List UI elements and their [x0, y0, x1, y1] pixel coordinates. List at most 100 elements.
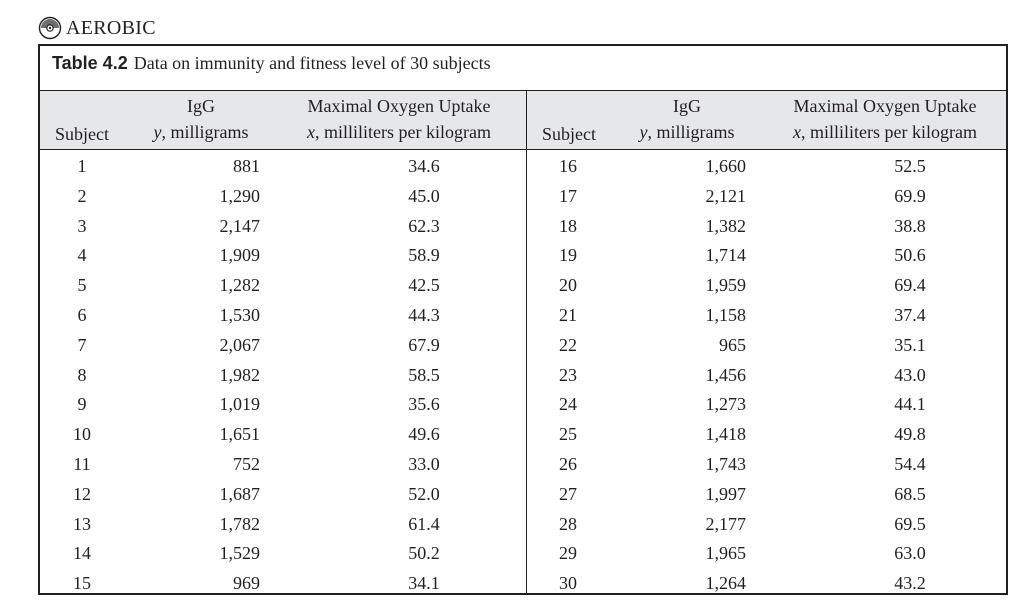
igg-cell: 1,158 [705, 305, 747, 325]
igg-cell: 1,273 [705, 394, 747, 415]
subject-cell: 21 [559, 305, 577, 325]
vo2-cell: 43.0 [894, 364, 926, 385]
igg-cell: 1,909 [219, 245, 261, 266]
vo2-cell: 44.3 [408, 305, 440, 325]
vo2-cell: 69.9 [894, 185, 926, 206]
igg-cell: 1,282 [219, 275, 261, 296]
vo2-cell: 61.4 [408, 513, 440, 534]
cd-disc-icon [38, 16, 62, 40]
dataset-header: AEROBIC [38, 14, 156, 42]
igg-cell: 1,997 [705, 483, 747, 504]
igg-cell: 1,019 [219, 394, 261, 415]
vo2-cell: 52.5 [894, 156, 926, 176]
header-igg-left: IgG y, milligrams [153, 96, 249, 142]
vo2-cell: 68.5 [894, 483, 926, 504]
subject-cell: 24 [559, 394, 577, 415]
igg-cell: 1,456 [705, 364, 747, 385]
vo2-cell: 62.3 [408, 215, 440, 236]
column-divider [526, 90, 527, 595]
subject-cell: 3 [77, 215, 87, 236]
vo2-cell: 49.6 [408, 424, 440, 445]
vo2-cell: 52.0 [408, 483, 440, 504]
vo2-cell: 44.1 [894, 394, 926, 415]
table-header: Subject IgG y, milligrams Maximal Oxygen… [40, 90, 1006, 150]
subject-cell: 20 [559, 275, 577, 296]
vo2-cell: 69.4 [894, 275, 926, 296]
igg-cell: 2,067 [219, 334, 261, 355]
igg-cell: 1,982 [219, 364, 261, 385]
igg-cell: 2,177 [705, 513, 747, 534]
vo2-cell: 42.5 [408, 275, 440, 296]
subject-cell: 18 [559, 215, 577, 236]
igg-cell: 1,418 [705, 424, 747, 445]
vo2-cell: 35.6 [408, 394, 440, 415]
igg-cell: 1,382 [705, 215, 747, 236]
vo2-cell: 54.4 [894, 454, 926, 474]
subject-cell: 19 [559, 245, 577, 266]
igg-cell: 1,965 [705, 543, 747, 564]
subject-cell: 25 [559, 424, 577, 445]
vo2-cell: 63.0 [894, 543, 926, 564]
data-table: Table 4.2 Data on immunity and fitness le… [38, 44, 1008, 595]
subject-cell: 4 [77, 245, 87, 266]
subject-cell: 10 [73, 424, 91, 445]
subject-cell: 12 [73, 483, 91, 504]
table-number: Table 4.2 [52, 53, 128, 73]
vo2-cell: 38.8 [894, 215, 926, 236]
subject-cell: 26 [559, 454, 577, 474]
subject-cell: 23 [559, 364, 577, 385]
subject-cell: 27 [559, 483, 577, 504]
subject-cell: 15 [73, 573, 91, 594]
subject-cell: 29 [559, 543, 577, 564]
subject-cell: 5 [77, 275, 87, 296]
vo2-cell: 58.9 [408, 245, 440, 266]
subject-cell: 22 [559, 334, 577, 355]
header-subject-right: Subject [542, 124, 596, 144]
igg-cell: 1,264 [705, 573, 747, 594]
igg-cell: 1,290 [219, 185, 261, 206]
subject-cell: 11 [73, 454, 91, 474]
subject-cell: 28 [559, 513, 577, 534]
igg-cell: 1,743 [705, 454, 747, 474]
igg-cell: 1,651 [219, 424, 261, 445]
subject-cell: 14 [73, 543, 91, 564]
igg-cell: 1,530 [219, 305, 261, 325]
vo2-cell: 58.5 [408, 364, 440, 385]
igg-cell: 1,660 [705, 156, 747, 176]
vo2-cell: 35.1 [894, 334, 926, 355]
igg-cell: 752 [233, 454, 260, 474]
subject-cell: 1 [77, 156, 87, 176]
subject-cell: 8 [77, 364, 87, 385]
vo2-cell: 50.2 [408, 543, 440, 564]
vo2-cell: 34.1 [408, 573, 440, 594]
vo2-cell: 34.6 [408, 156, 440, 176]
table-caption: Table 4.2 Data on immunity and fitness le… [52, 53, 491, 74]
subject-cell: 9 [77, 394, 87, 415]
subject-cell: 2 [77, 185, 87, 206]
table-title: Data on immunity and fitness level of 30… [133, 53, 491, 73]
header-igg-right: IgG y, milligrams [639, 96, 735, 142]
dataset-label: AEROBIC [66, 16, 156, 39]
subject-cell: 13 [73, 513, 91, 534]
header-vo2-right: Maximal Oxygen Uptake x, milliliters per… [793, 96, 977, 142]
igg-cell: 2,121 [705, 185, 747, 206]
vo2-cell: 69.5 [894, 513, 926, 534]
header-subject-left: Subject [55, 124, 109, 144]
vo2-cell: 67.9 [408, 334, 440, 355]
igg-cell: 1,959 [705, 275, 747, 296]
subject-cell: 17 [559, 185, 577, 206]
igg-cell: 1,687 [219, 483, 261, 504]
subject-cell: 7 [77, 334, 87, 355]
vo2-cell: 50.6 [894, 245, 926, 266]
igg-cell: 2,147 [219, 215, 261, 236]
igg-cell: 1,714 [705, 245, 747, 266]
vo2-cell: 49.8 [894, 424, 926, 445]
vo2-cell: 33.0 [408, 454, 440, 474]
vo2-cell: 45.0 [408, 185, 440, 206]
subject-cell: 6 [77, 305, 87, 325]
subject-cell: 30 [559, 573, 577, 594]
igg-cell: 965 [719, 334, 746, 355]
vo2-cell: 37.4 [894, 305, 926, 325]
igg-cell: 881 [233, 156, 260, 176]
igg-cell: 969 [233, 573, 260, 594]
